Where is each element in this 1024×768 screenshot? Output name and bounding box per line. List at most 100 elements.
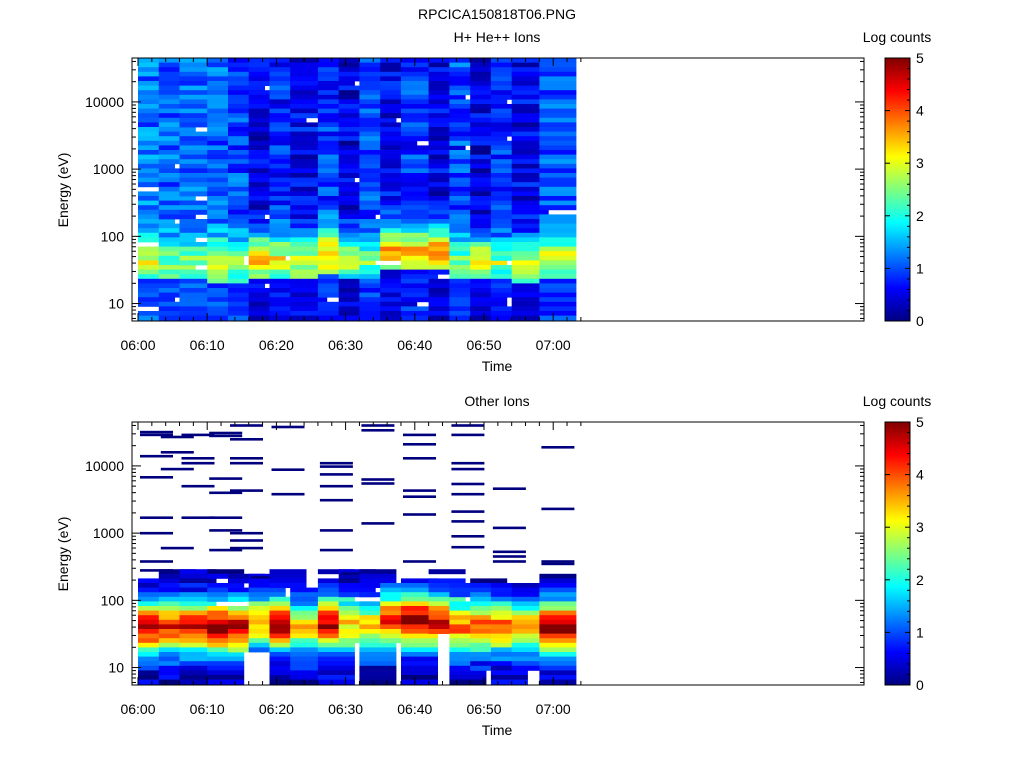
- heatmap-cell: [380, 159, 418, 165]
- heatmap-cell: [317, 214, 355, 220]
- heatmap-cell: [470, 108, 508, 114]
- x-tick-label: 06:00: [120, 701, 155, 717]
- heatmap-cell: [449, 251, 487, 257]
- heatmap-cell: [470, 136, 508, 142]
- heatmap-cell: [248, 122, 286, 128]
- heatmap-cell: [290, 301, 328, 307]
- heatmap-cell: [179, 76, 217, 82]
- heatmap-cell: [401, 205, 438, 211]
- heatmap-cell: [511, 177, 549, 183]
- heatmap-cell: [228, 67, 265, 73]
- heatmap-cell: [470, 228, 508, 234]
- heatmap-cell: [248, 246, 286, 252]
- heatmap-cell: [539, 228, 577, 234]
- heatmap-cell: [138, 81, 175, 86]
- heatmap-cell: [317, 237, 355, 243]
- heatmap-cell: [338, 269, 376, 275]
- heatmap-cell: [158, 283, 196, 289]
- heatmap-cell: [428, 278, 466, 284]
- heatmap-cell: [179, 587, 217, 593]
- heatmap-cell: [317, 246, 355, 252]
- heatmap-cell: [401, 592, 438, 598]
- heatmap-cell: [207, 615, 245, 621]
- heatmap-cell: [248, 90, 286, 96]
- heatmap-cell: [428, 85, 466, 91]
- heatmap-cell: [290, 205, 328, 211]
- heatmap-cell: [228, 108, 265, 114]
- heatmap-cell: [511, 274, 549, 280]
- heatmap-cell: [317, 177, 355, 183]
- heatmap-cell: [248, 301, 286, 307]
- heatmap-cell: [207, 619, 245, 625]
- sparse-count-line: [209, 491, 243, 495]
- heatmap-cell: [380, 269, 418, 275]
- heatmap-cell: [338, 610, 376, 616]
- heatmap-cell: [539, 232, 577, 238]
- heatmap-cell: [179, 661, 217, 667]
- heatmap-cell: [269, 615, 307, 621]
- heatmap-cell: [428, 237, 466, 243]
- heatmap-cell: [338, 209, 376, 215]
- heatmap-cell: [317, 587, 355, 593]
- heatmap-cell: [290, 292, 328, 298]
- heatmap-cell: [359, 58, 397, 63]
- heatmap-cell: [269, 113, 307, 119]
- heatmap-cell: [290, 255, 328, 261]
- heatmap-cell: [338, 223, 376, 229]
- heatmap-cell: [539, 652, 577, 657]
- heatmap-cell: [490, 71, 528, 77]
- heatmap-cell: [338, 592, 376, 598]
- heatmap-cell: [138, 629, 175, 634]
- heatmap-cell: [449, 587, 487, 593]
- heatmap-cell: [338, 71, 376, 77]
- heatmap-cell: [228, 104, 265, 109]
- heatmap-cell: [401, 168, 438, 174]
- heatmap-cell: [380, 301, 418, 307]
- heatmap-cell: [179, 260, 217, 266]
- heatmap-cell: [539, 297, 577, 303]
- heatmap-cell: [490, 163, 528, 169]
- heatmap-cell: [511, 131, 549, 137]
- heatmap-cell: [179, 140, 217, 146]
- heatmap-cell: [317, 619, 355, 625]
- heatmap-cell: [470, 99, 508, 105]
- heatmap-cell: [138, 145, 175, 151]
- heatmap-cell: [248, 154, 286, 160]
- heatmap-cell: [490, 288, 528, 293]
- heatmap-cell: [228, 205, 265, 211]
- heatmap-cell: [248, 200, 286, 206]
- heatmap-cell: [248, 311, 286, 316]
- heatmap-cell: [138, 610, 175, 616]
- heatmap-cell: [228, 578, 265, 584]
- heatmap-cell: [490, 610, 528, 616]
- heatmap-cell: [269, 173, 307, 178]
- heatmap-cell: [269, 301, 307, 307]
- heatmap-cell: [359, 642, 397, 648]
- sparse-count-line: [541, 507, 575, 511]
- heatmap-cell: [290, 246, 328, 252]
- heatmap-cell: [490, 85, 528, 91]
- heatmap-cell: [138, 578, 175, 584]
- heatmap-cell: [470, 58, 508, 63]
- heatmap-cell: [539, 200, 577, 206]
- heatmap-cell: [248, 67, 286, 73]
- sparse-count-line: [492, 487, 526, 490]
- heatmap-cell: [338, 606, 376, 611]
- heatmap-cell: [380, 237, 418, 243]
- heatmap-cell: [338, 58, 376, 63]
- heatmap-cell: [207, 269, 245, 275]
- heatmap-cell: [269, 159, 307, 165]
- heatmap-cell: [248, 278, 286, 284]
- heatmap-cell: [539, 76, 577, 82]
- heatmap-cell: [490, 606, 528, 611]
- heatmap-cell: [317, 219, 355, 224]
- heatmap-cell: [359, 94, 397, 100]
- heatmap-cell: [428, 297, 466, 303]
- heatmap-cell: [290, 191, 328, 197]
- heatmap-cell: [511, 592, 549, 598]
- heatmap-cell: [380, 108, 418, 114]
- heatmap-cell: [290, 108, 328, 114]
- heatmap-cell: [207, 679, 245, 685]
- heatmap-cell: [380, 297, 418, 303]
